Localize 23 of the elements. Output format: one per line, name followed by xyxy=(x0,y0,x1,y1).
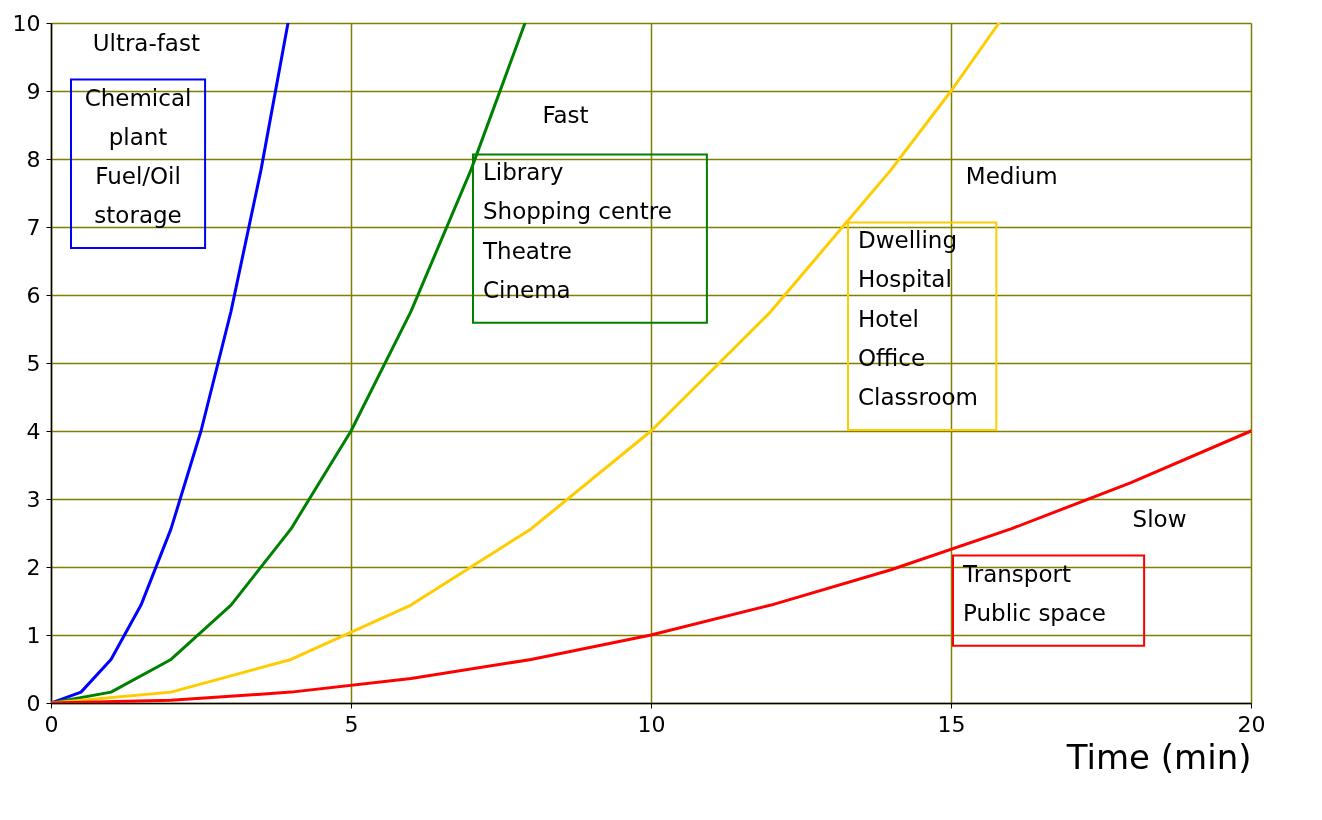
y-tick-label: 7 xyxy=(26,214,41,240)
x-tick-label: 10 xyxy=(637,711,666,737)
y-tick-label: 6 xyxy=(26,282,41,308)
annotation: Slow xyxy=(1132,506,1187,533)
annotation: Transport Public space xyxy=(962,560,1106,626)
annotation: Fast xyxy=(542,101,589,128)
y-tick-label: 4 xyxy=(26,418,41,444)
y-tick-label: 5 xyxy=(26,350,41,376)
x-tick-label: 5 xyxy=(344,711,359,737)
y-tick-label: 9 xyxy=(26,78,41,104)
x-tick-label: 20 xyxy=(1237,711,1266,737)
y-tick-label: 8 xyxy=(26,146,41,172)
y-tick-label: 10 xyxy=(12,10,41,36)
x-tick-label: 15 xyxy=(937,711,966,737)
y-tick-label: 2 xyxy=(26,554,41,580)
x-tick-label: 0 xyxy=(44,711,59,737)
y-tick-label: 0 xyxy=(26,690,41,716)
annotation: Chemical plant Fuel/Oil storage xyxy=(84,84,192,228)
annotation: Medium xyxy=(965,162,1058,189)
y-tick-label: 3 xyxy=(26,486,41,512)
x-axis-title: Time (min) xyxy=(1065,736,1252,777)
annotation: Ultra-fast xyxy=(92,30,200,57)
y-tick-label: 1 xyxy=(26,622,41,648)
